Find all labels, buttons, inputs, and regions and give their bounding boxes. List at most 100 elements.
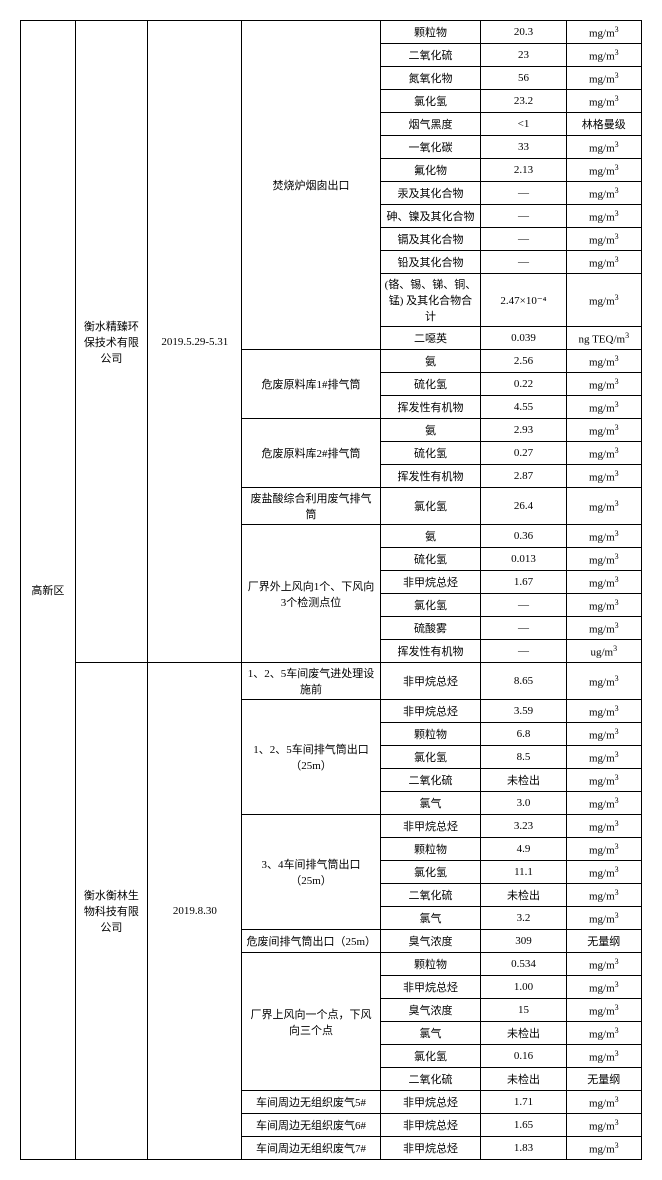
pollutant-cell: 氯气: [380, 907, 481, 930]
unit-cell: mg/m3: [566, 419, 641, 442]
unit-cell: mg/m3: [566, 1091, 641, 1114]
unit-cell: mg/m3: [566, 999, 641, 1022]
unit-cell: mg/m3: [566, 907, 641, 930]
value-cell: 8.65: [481, 663, 566, 700]
location-cell: 焚烧炉烟囱出口: [242, 21, 380, 350]
value-cell: —: [481, 617, 566, 640]
unit-cell: mg/m3: [566, 663, 641, 700]
pollutant-cell: 烟气黑度: [380, 113, 481, 136]
pollutant-cell: 氟化物: [380, 159, 481, 182]
location-cell: 厂界外上风向1个、下风向3个检测点位: [242, 525, 380, 663]
pollutant-cell: 非甲烷总烃: [380, 700, 481, 723]
unit-cell: mg/m3: [566, 1045, 641, 1068]
unit-cell: mg/m3: [566, 488, 641, 525]
pollutant-cell: 氯化氢: [380, 594, 481, 617]
value-cell: 未检出: [481, 1068, 566, 1091]
pollutant-cell: 颗粒物: [380, 838, 481, 861]
location-cell: 危废原料库2#排气筒: [242, 419, 380, 488]
unit-cell: mg/m3: [566, 396, 641, 419]
unit-cell: mg/m3: [566, 182, 641, 205]
value-cell: 309: [481, 930, 566, 953]
value-cell: 3.59: [481, 700, 566, 723]
unit-cell: mg/m3: [566, 90, 641, 113]
unit-cell: mg/m3: [566, 884, 641, 907]
unit-cell: mg/m3: [566, 442, 641, 465]
unit-cell: mg/m3: [566, 251, 641, 274]
table-row: 衡水衡林生物科技有限公司2019.8.301、2、5车间废气进处理设施前非甲烷总…: [21, 663, 642, 700]
location-cell: 1、2、5车间废气进处理设施前: [242, 663, 380, 700]
value-cell: 2.93: [481, 419, 566, 442]
region-cell: 高新区: [21, 21, 76, 1160]
value-cell: 1.71: [481, 1091, 566, 1114]
unit-cell: mg/m3: [566, 594, 641, 617]
pollutant-cell: (铬、锡、锑、铜、锰) 及其化合物合计: [380, 274, 481, 327]
pollutant-cell: 臭气浓度: [380, 930, 481, 953]
unit-cell: mg/m3: [566, 700, 641, 723]
unit-cell: ng TEQ/m3: [566, 327, 641, 350]
unit-cell: mg/m3: [566, 769, 641, 792]
value-cell: —: [481, 228, 566, 251]
value-cell: —: [481, 640, 566, 663]
unit-cell: 林格曼级: [566, 113, 641, 136]
value-cell: 15: [481, 999, 566, 1022]
unit-cell: mg/m3: [566, 617, 641, 640]
pollutant-cell: 非甲烷总烃: [380, 815, 481, 838]
value-cell: 20.3: [481, 21, 566, 44]
pollutant-cell: 氨: [380, 525, 481, 548]
unit-cell: mg/m3: [566, 861, 641, 884]
location-cell: 危废间排气筒出口（25m）: [242, 930, 380, 953]
location-cell: 厂界上风向一个点，下风向三个点: [242, 953, 380, 1091]
pollutant-cell: 砷、镍及其化合物: [380, 205, 481, 228]
unit-cell: mg/m3: [566, 159, 641, 182]
location-cell: 1、2、5车间排气筒出口（25m）: [242, 700, 380, 815]
pollutant-cell: 一氧化碳: [380, 136, 481, 159]
pollutant-cell: 非甲烷总烃: [380, 663, 481, 700]
pollutant-cell: 非甲烷总烃: [380, 1137, 481, 1160]
pollutant-cell: 氨: [380, 419, 481, 442]
pollutant-cell: 氯化氢: [380, 746, 481, 769]
value-cell: 0.534: [481, 953, 566, 976]
unit-cell: mg/m3: [566, 21, 641, 44]
pollutant-cell: 挥发性有机物: [380, 640, 481, 663]
value-cell: 11.1: [481, 861, 566, 884]
pollutant-cell: 氯化氢: [380, 90, 481, 113]
unit-cell: mg/m3: [566, 350, 641, 373]
value-cell: 2.56: [481, 350, 566, 373]
date-cell: 2019.8.30: [148, 663, 242, 1160]
value-cell: —: [481, 205, 566, 228]
value-cell: 1.67: [481, 571, 566, 594]
value-cell: 0.36: [481, 525, 566, 548]
pollutant-cell: 二噁英: [380, 327, 481, 350]
unit-cell: ug/m3: [566, 640, 641, 663]
value-cell: 2.13: [481, 159, 566, 182]
pollutant-cell: 挥发性有机物: [380, 465, 481, 488]
value-cell: 0.16: [481, 1045, 566, 1068]
value-cell: 4.9: [481, 838, 566, 861]
pollutant-cell: 硫化氢: [380, 548, 481, 571]
unit-cell: mg/m3: [566, 67, 641, 90]
value-cell: 2.47×10⁻⁴: [481, 274, 566, 327]
value-cell: 未检出: [481, 1022, 566, 1045]
value-cell: 3.0: [481, 792, 566, 815]
value-cell: 4.55: [481, 396, 566, 419]
location-cell: 危废原料库1#排气筒: [242, 350, 380, 419]
unit-cell: mg/m3: [566, 1114, 641, 1137]
pollutant-cell: 臭气浓度: [380, 999, 481, 1022]
pollutant-cell: 氯化氢: [380, 861, 481, 884]
unit-cell: mg/m3: [566, 548, 641, 571]
pollutant-cell: 非甲烷总烃: [380, 1114, 481, 1137]
pollutant-cell: 二氧化硫: [380, 769, 481, 792]
location-cell: 车间周边无组织废气5#: [242, 1091, 380, 1114]
value-cell: 2.87: [481, 465, 566, 488]
pollutant-cell: 镉及其化合物: [380, 228, 481, 251]
value-cell: 未检出: [481, 769, 566, 792]
value-cell: 23: [481, 44, 566, 67]
value-cell: <1: [481, 113, 566, 136]
pollutant-cell: 氮氧化物: [380, 67, 481, 90]
pollutant-cell: 颗粒物: [380, 21, 481, 44]
unit-cell: mg/m3: [566, 1022, 641, 1045]
unit-cell: mg/m3: [566, 44, 641, 67]
unit-cell: mg/m3: [566, 205, 641, 228]
value-cell: 3.2: [481, 907, 566, 930]
unit-cell: mg/m3: [566, 976, 641, 999]
